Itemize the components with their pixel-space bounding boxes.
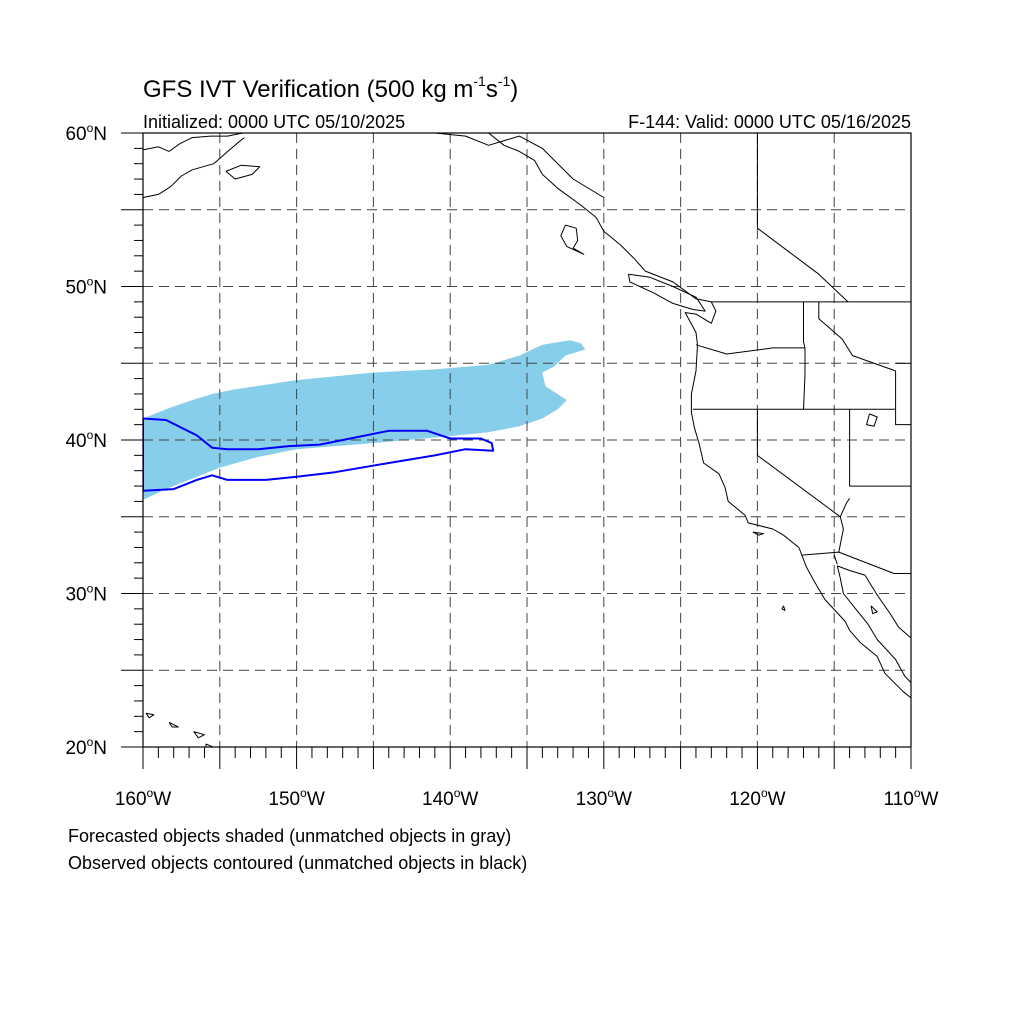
coastline-great-salt-lake [866, 413, 878, 427]
border-ut-wy [895, 370, 911, 426]
observed-objects-layer [143, 417, 495, 492]
coastline-vancouver-island [627, 273, 706, 312]
coastline-channel-islands [752, 531, 764, 536]
border-wa-or [695, 344, 805, 355]
border-us-mexico-west [801, 551, 911, 574]
coastline-gulf-of-california-east [837, 565, 911, 639]
observed-ivt-contour [143, 417, 495, 492]
coastline-na-west-coast [488, 133, 911, 699]
lat-tick-label: 60oN [65, 121, 107, 145]
border-id-mt [818, 301, 896, 372]
border-wa-id [803, 301, 806, 349]
coastline-tiburon [870, 605, 878, 614]
border-az-ut-line [839, 498, 851, 518]
border-canada-bc-ab [756, 133, 849, 303]
coastline-guadalupe-island [781, 605, 786, 611]
border-ca-az [838, 516, 844, 553]
coastline-hawaii-maui [193, 731, 205, 739]
border-sonora [833, 554, 838, 565]
border-ca-nv [756, 409, 841, 518]
lon-tick-label: 150oW [268, 786, 324, 810]
border-or-id [803, 347, 806, 410]
forecast-ivt-object [143, 340, 586, 500]
coastline-haida-gwaii [560, 224, 585, 255]
forecast-objects-layer [143, 340, 586, 500]
axis-labels: 160oW 150oW 140oW 130oW 120oW 110oW 60oN 50oN 40… [65, 121, 938, 810]
lat-tick-label: 40oN [65, 428, 107, 452]
map-title: GFS IVT Verification (500 kg m-1s-1) [143, 73, 518, 103]
valid-time-label: F-144: Valid: 0000 UTC 05/16/2025 [628, 112, 911, 132]
coastline-layer [143, 133, 911, 747]
observed-legend-note: Observed objects contoured (unmatched ob… [68, 853, 528, 873]
border-alaska-yukon [434, 133, 605, 198]
coastline-alaska-peninsula [143, 133, 243, 152]
lat-tick-label: 50oN [65, 275, 107, 299]
coastline-gulf-of-california-west [836, 565, 911, 683]
coastline-kodiak [225, 164, 261, 180]
coastline-hawaii-kauai [145, 712, 155, 719]
coastline-hawaii-oahu [168, 721, 179, 728]
lon-tick-label: 140oW [422, 786, 478, 810]
lon-tick-label: 130oW [576, 786, 632, 810]
border-nv-ut-az [849, 409, 911, 487]
lon-tick-label: 160oW [115, 786, 171, 810]
lon-tick-label: 110oW [884, 786, 939, 810]
coastline-alaska-peninsula-south [143, 137, 245, 198]
lat-tick-label: 20oN [65, 735, 107, 759]
graticule-layer [143, 133, 911, 747]
map-plot-area [143, 133, 911, 747]
axis-ticks [121, 132, 912, 769]
init-time-label: Initialized: 0000 UTC 05/10/2025 [143, 112, 405, 132]
lat-tick-label: 30oN [65, 582, 107, 606]
forecast-legend-note: Forecasted objects shaded (unmatched obj… [68, 826, 512, 846]
coastline-hawaii-big [205, 743, 215, 747]
lon-tick-label: 120oW [729, 786, 785, 810]
